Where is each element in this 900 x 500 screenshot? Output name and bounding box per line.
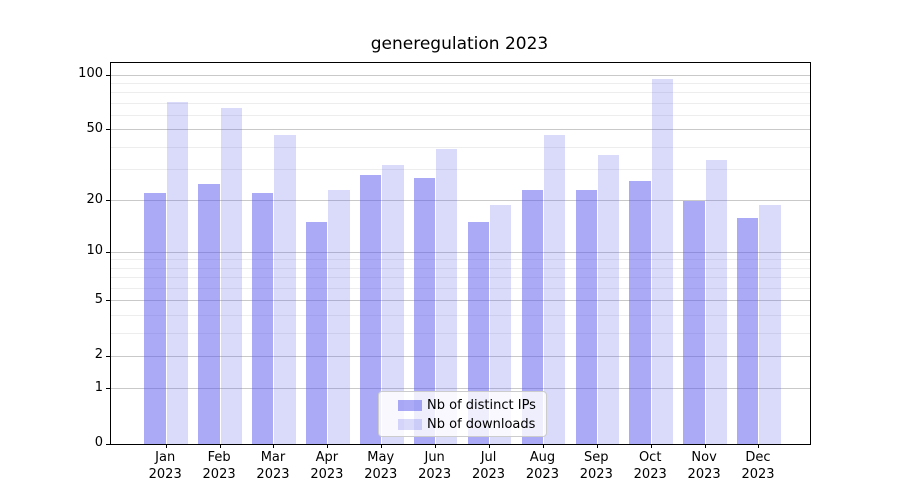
gridline-minor-9 [111,259,810,261]
x-tick-sep [596,444,598,448]
gridline-minor-30 [111,169,810,170]
bar-distinct-ips-feb [198,183,220,444]
x-tick-label-may: May 2023 [364,450,398,482]
y-tick-label-2: 2 [94,347,103,363]
gridline-minor-7 [111,277,810,279]
x-tick-label-oct: Oct 2023 [633,450,667,482]
y-tick-label-20: 20 [86,191,103,207]
bar-downloads-feb [220,107,242,444]
y-tick-label-5: 5 [94,291,103,307]
x-tick-label-jun: Jun 2023 [418,450,452,482]
x-tick-label-jul: Jul 2023 [471,450,506,482]
y-tick-1 [106,388,110,390]
gridline-major-10 [111,251,810,253]
bar-distinct-ips-jun [413,177,436,444]
x-tick-aug [542,444,544,448]
bar-distinct-ips-sep [575,189,597,444]
x-tick-jun [435,444,437,448]
gridline-minor-8 [111,267,810,269]
bar-distinct-ips-nov [683,200,705,444]
chart-title: generegulation 2023 [370,34,549,54]
bar-distinct-ips-oct [629,180,651,444]
gridline-major-100 [111,74,810,76]
x-tick-jul [489,444,491,448]
bar-downloads-nov [705,159,727,444]
bar-distinct-ips-apr [306,222,328,444]
gridline-major-1 [111,388,810,390]
y-tick-50 [106,129,110,131]
bar-downloads-oct [651,79,673,444]
gridline-minor-90 [111,82,810,84]
x-tick-feb [219,444,221,448]
y-tick-label-50: 50 [86,120,103,136]
bar-distinct-ips-jul [467,222,490,444]
x-tick-mar [273,444,275,448]
x-tick-oct [650,444,652,448]
x-tick-label-dec: Dec 2023 [741,450,775,482]
gridline-major-5 [111,300,810,302]
gridline-minor-60 [111,114,810,116]
bar-distinct-ips-aug [521,189,543,444]
bar-distinct-ips-may [359,174,382,444]
x-tick-label-jan: Jan 2023 [148,450,182,482]
bar-downloads-jan [166,102,188,444]
x-tick-apr [327,444,329,448]
y-tick-0 [106,443,110,445]
bar-downloads-aug [543,134,566,444]
bar-distinct-ips-dec [737,217,759,444]
y-tick-2 [106,355,110,357]
gridline-minor-70 [111,102,810,104]
bar-distinct-ips-jan [144,193,166,444]
gridline-minor-3 [111,332,810,334]
y-tick-label-1: 1 [94,379,103,395]
legend-item-distinct-ips: Nb of distinct IPs [379,399,546,412]
y-tick-10 [106,251,110,253]
x-tick-jan [165,444,167,448]
bar-downloads-dec [759,204,781,444]
x-tick-label-nov: Nov 2023 [687,450,721,482]
x-tick-label-sep: Sep 2023 [579,450,613,482]
y-tick-100 [106,74,110,76]
bar-downloads-may [382,164,404,444]
y-tick-label-0: 0 [94,435,103,450]
gridline-major-50 [111,129,810,131]
bar-downloads-apr [328,189,350,444]
legend: Nb of distinct IPs Nb of downloads [378,391,547,437]
plot-area [106,62,811,448]
gridline-minor-40 [111,146,810,148]
x-tick-may [381,444,383,448]
gridline-minor-6 [111,287,810,289]
legend-label-downloads: Nb of downloads [427,417,536,432]
gridline-minor-4 [111,314,810,316]
x-tick-label-apr: Apr 2023 [310,450,344,482]
legend-label-distinct-ips: Nb of distinct IPs [427,398,536,413]
y-tick-label-10: 10 [86,243,103,259]
y-tick-5 [106,300,110,302]
x-tick-label-mar: Mar 2023 [256,450,290,482]
bar-downloads-mar [274,134,296,444]
y-tick-20 [106,200,110,202]
x-tick-nov [704,444,706,448]
y-tick-label-100: 100 [78,66,103,82]
bar-downloads-jul [490,204,512,444]
bar-downloads-sep [597,155,620,444]
x-tick-label-feb: Feb 2023 [202,450,236,482]
bar-distinct-ips-mar [252,193,274,444]
legend-swatch-downloads-icon [398,419,422,430]
legend-item-downloads: Nb of downloads [379,418,546,431]
x-tick-dec [758,444,760,448]
gridline-minor-80 [111,92,810,94]
gridline-major-2 [111,355,810,357]
bar-downloads-jun [436,149,458,444]
x-tick-label-aug: Aug 2023 [525,450,559,482]
legend-swatch-distinct-ips-icon [398,400,422,411]
gridline-major-20 [111,200,810,202]
